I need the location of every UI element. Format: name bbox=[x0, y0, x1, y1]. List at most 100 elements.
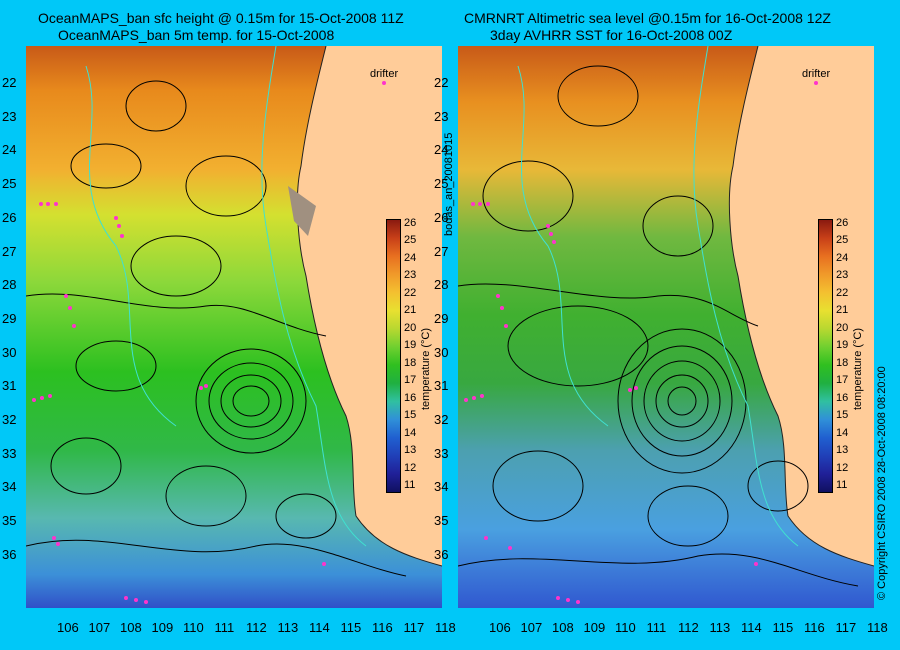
right-lat-tick: 28 bbox=[434, 277, 449, 293]
right-ocean-field bbox=[458, 46, 874, 608]
left-ocean-field bbox=[26, 46, 442, 608]
left-lon-tick: 110 bbox=[183, 620, 204, 635]
left-colorbar-tick: 23 bbox=[404, 269, 417, 282]
right-lon-tick: 113 bbox=[709, 620, 731, 635]
right-colorbar-tick: 23 bbox=[836, 269, 849, 282]
left-lon-tick: 116 bbox=[372, 620, 393, 635]
right-lon-tick: 111 bbox=[646, 620, 667, 635]
right-lon-tick: 110 bbox=[615, 620, 636, 635]
right-colorbar-tick: 11 bbox=[836, 479, 848, 491]
right-coastline bbox=[728, 46, 874, 567]
left-lon-tick: 108 bbox=[120, 620, 142, 635]
left-colorbar-tick: 25 bbox=[404, 234, 417, 247]
right-lat-tick: 36 bbox=[434, 546, 449, 562]
right-lon-tick: 117 bbox=[835, 620, 857, 635]
left-colorbar-tick: 14 bbox=[404, 426, 417, 439]
left-lat-tick: 35 bbox=[2, 513, 17, 529]
left-lat-tick: 32 bbox=[2, 412, 17, 427]
right-lon-tick: 114 bbox=[741, 620, 762, 635]
right-lon-tick: 107 bbox=[520, 620, 543, 635]
left-lat-tick: 31 bbox=[2, 378, 17, 394]
right-lat-tick: 24 bbox=[434, 142, 449, 158]
left-lat-tick: 27 bbox=[2, 243, 17, 259]
left-lat-tick: 36 bbox=[2, 546, 17, 562]
right-colorbar-tick: 22 bbox=[836, 286, 849, 299]
left-sea-level-contours bbox=[26, 80, 407, 577]
right-colorbar-tick: 18 bbox=[836, 356, 849, 369]
right-lon-tick: 106 bbox=[489, 620, 511, 635]
right-lat-tick: 31 bbox=[434, 378, 449, 394]
left-map-panel[interactable]: drifter temperature (°C) 26 25 24 23 22 21 20 1… bbox=[26, 46, 442, 608]
copyright-note: © Copyright CSIRO 2008 28-Oct-2008 08:20… bbox=[876, 366, 888, 600]
right-colorbar-label: temperature (°C) bbox=[852, 327, 864, 410]
right-colorbar-tick: 26 bbox=[836, 217, 849, 229]
left-lon-tick: 113 bbox=[277, 620, 299, 635]
left-lon-tick: 117 bbox=[403, 620, 425, 635]
left-lon-tick: 115 bbox=[340, 620, 362, 635]
left-lon-tick: 106 bbox=[57, 620, 79, 635]
left-drifter-label: drifter bbox=[370, 68, 399, 80]
left-lat-tick: 29 bbox=[2, 310, 17, 326]
left-lat-tick: 26 bbox=[2, 209, 17, 225]
right-lat-tick: 29 bbox=[434, 310, 449, 326]
left-colorbar-tick: 18 bbox=[404, 356, 417, 369]
right-lon-tick: 109 bbox=[583, 620, 606, 635]
left-island bbox=[288, 186, 316, 236]
left-colorbar-tick: 12 bbox=[404, 461, 417, 474]
right-title-line2: 3day AVHRR SST for 16-Oct-2008 00Z bbox=[490, 27, 733, 43]
left-colorbar bbox=[386, 219, 401, 493]
right-colorbar-tick: 12 bbox=[836, 461, 849, 474]
left-title-line1: OceanMAPS_ban sfc height @ 0.15m for 15-… bbox=[38, 10, 404, 26]
right-lon-tick: 116 bbox=[804, 620, 825, 635]
right-lat-tick: 26 bbox=[434, 209, 449, 225]
left-lat-tick: 28 bbox=[2, 277, 17, 293]
left-lat-tick: 34 bbox=[2, 479, 17, 495]
left-drifter-tracks bbox=[32, 81, 386, 604]
left-lon-tick: 109 bbox=[151, 620, 174, 635]
right-lat-tick: 27 bbox=[434, 243, 449, 259]
left-colorbar-tick: 15 bbox=[404, 409, 417, 422]
left-coastline bbox=[296, 46, 442, 567]
right-colorbar-tick: 13 bbox=[836, 444, 849, 457]
right-colorbar-tick: 14 bbox=[836, 426, 849, 439]
right-lat-tick: 35 bbox=[434, 513, 449, 529]
right-title-line1: CMRNRT Altimetric sea level @0.15m for 1… bbox=[464, 10, 831, 26]
left-title-line2: OceanMAPS_ban 5m temp. for 15-Oct-2008 bbox=[58, 27, 335, 43]
left-lat-tick: 33 bbox=[2, 445, 17, 461]
right-colorbar-tick: 25 bbox=[836, 234, 849, 247]
right-lat-tick: 34 bbox=[434, 479, 449, 495]
right-colorbar-tick: 19 bbox=[836, 339, 849, 352]
left-colorbar-tick: 11 bbox=[404, 479, 416, 491]
left-colorbar-tick: 13 bbox=[404, 444, 417, 457]
left-colorbar-tick: 21 bbox=[404, 304, 417, 317]
right-lon-tick: 112 bbox=[678, 620, 699, 635]
left-colorbar-tick: 24 bbox=[404, 251, 417, 264]
left-isobaths bbox=[85, 46, 367, 547]
right-colorbar bbox=[818, 219, 833, 493]
right-colorbar-tick: 16 bbox=[836, 391, 849, 404]
right-lat-tick: 30 bbox=[434, 344, 449, 360]
left-lat-tick: 23 bbox=[2, 108, 17, 124]
left-lon-tick: 114 bbox=[309, 620, 330, 635]
right-lon-tick: 118 bbox=[867, 620, 888, 635]
left-colorbar-tick: 22 bbox=[404, 286, 417, 299]
right-lat-tick: 23 bbox=[434, 108, 449, 124]
right-lat-tick: 25 bbox=[434, 176, 449, 192]
left-lat-tick: 25 bbox=[2, 176, 17, 192]
right-lon-tick: 115 bbox=[772, 620, 794, 635]
right-drifter-tracks bbox=[464, 81, 818, 604]
right-lat-tick: 33 bbox=[434, 445, 449, 461]
right-map-canvas bbox=[458, 46, 874, 608]
right-map-panel[interactable]: drifter temperature (°C) 26 25 24 23 22 21 20 1… bbox=[458, 46, 874, 608]
left-colorbar-tick: 17 bbox=[404, 374, 417, 387]
left-lat-tick: 30 bbox=[2, 344, 17, 360]
left-lon-tick: 118 bbox=[435, 620, 456, 635]
left-lat-tick: 22 bbox=[2, 75, 17, 90]
right-colorbar-tick: 17 bbox=[836, 374, 849, 387]
right-colorbar-tick: 15 bbox=[836, 409, 849, 422]
left-colorbar-tick: 20 bbox=[404, 321, 417, 334]
right-lon-tick: 108 bbox=[552, 620, 574, 635]
left-lon-tick: 107 bbox=[88, 620, 111, 635]
left-colorbar-tick: 16 bbox=[404, 391, 417, 404]
right-colorbar-tick: 21 bbox=[836, 304, 849, 317]
